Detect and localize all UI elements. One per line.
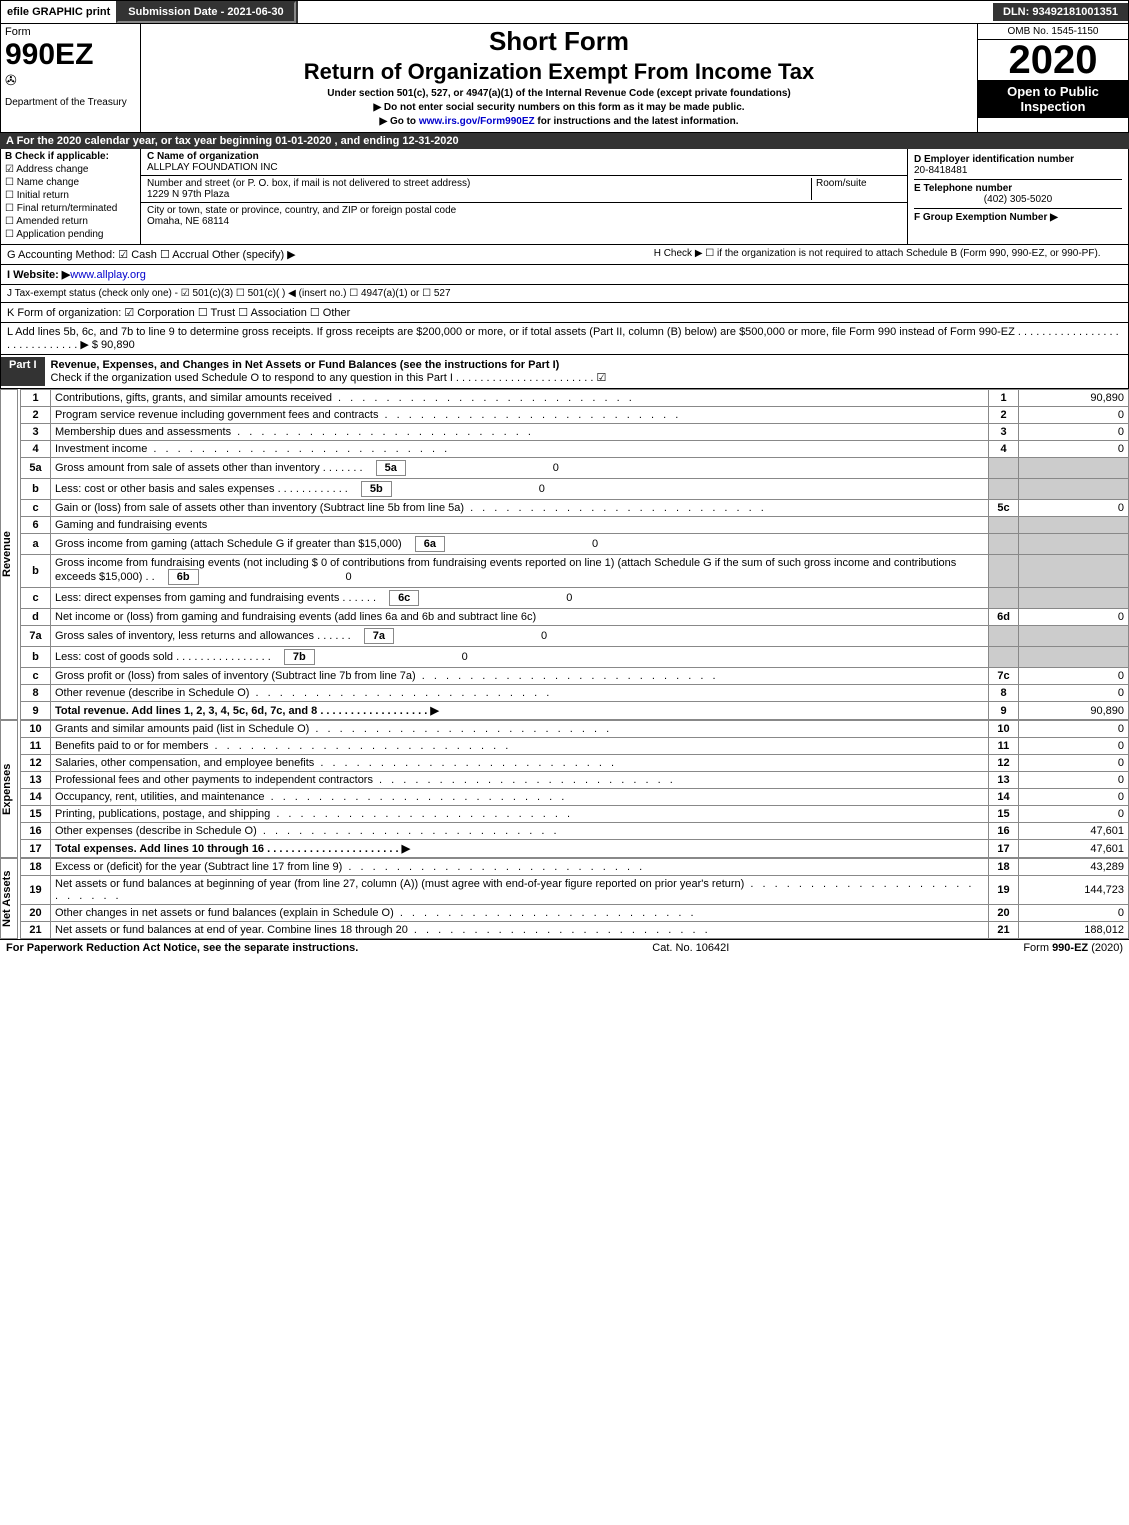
check-amended[interactable]: ☐ Amended return <box>5 216 136 227</box>
part-1-bar: Part I <box>1 357 45 386</box>
subtitle-3-post: for instructions and the latest informat… <box>535 116 739 127</box>
line-9: Total revenue. Add lines 1, 2, 3, 4, 5c,… <box>55 705 439 717</box>
line-6a: Gross income from gaming (attach Schedul… <box>55 538 402 550</box>
accounting-method: G Accounting Method: ☑ Cash ☐ Accrual Ot… <box>7 248 620 261</box>
line-5b: Less: cost or other basis and sales expe… <box>55 483 275 495</box>
line-11: Benefits paid to or for members <box>51 738 989 755</box>
website-link[interactable]: www.allplay.org <box>70 269 146 281</box>
line-13: Professional fees and other payments to … <box>51 772 989 789</box>
top-bar: efile GRAPHIC print Submission Date - 20… <box>0 0 1129 24</box>
open-public: Open to Public Inspection <box>978 80 1128 118</box>
revenue-table: 1Contributions, gifts, grants, and simil… <box>20 389 1129 720</box>
main-title: Return of Organization Exempt From Incom… <box>147 59 971 85</box>
short-form-title: Short Form <box>147 26 971 57</box>
subtitle-1: Under section 501(c), 527, or 4947(a)(1)… <box>147 88 971 99</box>
line-7c: Gross profit or (loss) from sales of inv… <box>51 668 989 685</box>
line-7b: Less: cost of goods sold <box>55 651 173 663</box>
line-3: Membership dues and assessments <box>51 424 989 441</box>
row-k: K Form of organization: ☑ Corporation ☐ … <box>0 303 1129 323</box>
form-number: 990EZ <box>5 38 136 72</box>
netassets-table: 18Excess or (deficit) for the year (Subt… <box>20 858 1129 939</box>
org-name-label: C Name of organization <box>147 151 259 162</box>
part-1-title: Revenue, Expenses, and Changes in Net As… <box>51 359 560 371</box>
line-18: Excess or (deficit) for the year (Subtra… <box>51 859 989 876</box>
group-exempt-label: F Group Exemption Number ▶ <box>914 212 1058 223</box>
city-label: City or town, state or province, country… <box>147 205 456 216</box>
org-name: ALLPLAY FOUNDATION INC <box>147 162 278 173</box>
subtitle-2: Do not enter social security numbers on … <box>147 102 971 113</box>
submission-date: Submission Date - 2021-06-30 <box>116 1 295 23</box>
form-ref: Form 990-EZ (2020) <box>1023 942 1123 954</box>
row-i: I Website: ▶www.allplay.org <box>0 265 1129 285</box>
info-section: B Check if applicable: ☑ Address change … <box>0 149 1129 245</box>
check-initial[interactable]: ☐ Initial return <box>5 190 136 201</box>
line-17: Total expenses. Add lines 10 through 16 … <box>55 843 410 855</box>
line-20: Other changes in net assets or fund bala… <box>51 905 989 922</box>
form-label: Form <box>5 26 136 38</box>
phone-label: E Telephone number <box>914 183 1012 194</box>
line-21: Net assets or fund balances at end of ye… <box>51 922 989 939</box>
schedule-b-check: H Check ▶ ☐ if the organization is not r… <box>654 248 1122 261</box>
org-city: Omaha, NE 68114 <box>147 216 229 227</box>
ein-value: 20-8418481 <box>914 165 967 176</box>
line-1: Contributions, gifts, grants, and simila… <box>51 390 989 407</box>
line-2: Program service revenue including govern… <box>51 407 989 424</box>
room-suite-label: Room/suite <box>811 178 901 200</box>
tax-year: 2020 <box>978 40 1128 80</box>
dln-label: DLN: 93492181001351 <box>993 3 1128 21</box>
check-final[interactable]: ☐ Final return/terminated <box>5 203 136 214</box>
website-label: I Website: ▶ <box>7 269 70 281</box>
check-pending[interactable]: ☐ Application pending <box>5 229 136 240</box>
revenue-side-label: Revenue <box>0 389 18 720</box>
box-def: D Employer identification number 20-8418… <box>908 149 1128 244</box>
part-1-header: Part I Revenue, Expenses, and Changes in… <box>0 355 1129 389</box>
line-4: Investment income <box>51 441 989 458</box>
period-bar: A For the 2020 calendar year, or tax yea… <box>0 133 1129 149</box>
line-14: Occupancy, rent, utilities, and maintena… <box>51 789 989 806</box>
efile-label[interactable]: efile GRAPHIC print <box>1 4 116 20</box>
irs-link[interactable]: www.irs.gov/Form990EZ <box>419 116 535 127</box>
expenses-table: 10Grants and similar amounts paid (list … <box>20 720 1129 858</box>
subtitle-3-pre: Go to <box>390 116 419 127</box>
catalog-number: Cat. No. 10642I <box>652 942 729 954</box>
addr-label: Number and street (or P. O. box, if mail… <box>147 178 470 189</box>
org-address: 1229 N 97th Plaza <box>147 189 229 200</box>
box-c: C Name of organization ALLPLAY FOUNDATIO… <box>141 149 908 244</box>
line-15: Printing, publications, postage, and shi… <box>51 806 989 823</box>
row-l: L Add lines 5b, 6c, and 7b to line 9 to … <box>0 323 1129 355</box>
line-5c: Gain or (loss) from sale of assets other… <box>51 500 989 517</box>
phone-value: (402) 305-5020 <box>914 194 1122 205</box>
page-footer: For Paperwork Reduction Act Notice, see … <box>0 939 1129 956</box>
line-8: Other revenue (describe in Schedule O) <box>51 685 989 702</box>
box-b: B Check if applicable: ☑ Address change … <box>1 149 141 244</box>
line-10: Grants and similar amounts paid (list in… <box>51 721 989 738</box>
dept-label: Department of the Treasury <box>5 97 136 108</box>
line-6d: Net income or (loss) from gaming and fun… <box>51 609 989 626</box>
netassets-side-label: Net Assets <box>0 858 18 939</box>
line-6c: Less: direct expenses from gaming and fu… <box>55 592 339 604</box>
ein-label: D Employer identification number <box>914 154 1074 165</box>
line-7a: Gross sales of inventory, less returns a… <box>55 630 314 642</box>
expenses-side-label: Expenses <box>0 720 18 858</box>
line-12: Salaries, other compensation, and employ… <box>51 755 989 772</box>
check-name[interactable]: ☐ Name change <box>5 177 136 188</box>
paperwork-notice: For Paperwork Reduction Act Notice, see … <box>6 942 358 954</box>
line-5a: Gross amount from sale of assets other t… <box>55 462 320 474</box>
row-g-h: G Accounting Method: ☑ Cash ☐ Accrual Ot… <box>0 245 1129 265</box>
line-6: Gaming and fundraising events <box>51 517 989 534</box>
line-16: Other expenses (describe in Schedule O) <box>51 823 989 840</box>
form-header: Form 990EZ ✇ Department of the Treasury … <box>0 24 1129 133</box>
line-19: Net assets or fund balances at beginning… <box>51 876 989 905</box>
row-j: J Tax-exempt status (check only one) - ☑… <box>0 285 1129 303</box>
check-address[interactable]: ☑ Address change <box>5 164 136 175</box>
box-b-title: B Check if applicable: <box>5 151 136 162</box>
part-1-check: Check if the organization used Schedule … <box>51 372 607 384</box>
